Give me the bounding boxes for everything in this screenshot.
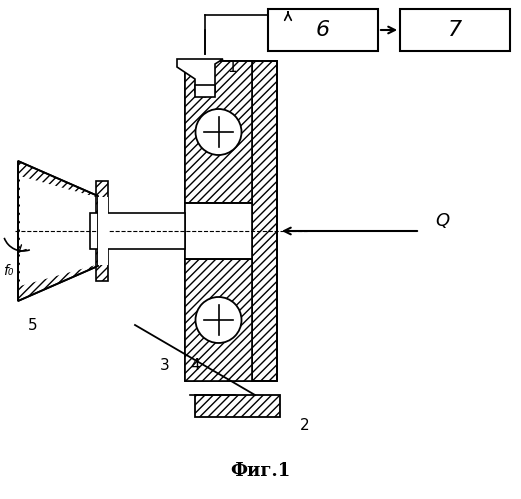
Text: 7: 7 — [448, 20, 462, 40]
Text: 4: 4 — [190, 357, 200, 372]
Bar — [185, 203, 252, 259]
Bar — [96, 181, 108, 281]
Text: 3: 3 — [160, 357, 170, 372]
Text: f₀: f₀ — [3, 264, 13, 278]
Bar — [268, 9, 378, 51]
Circle shape — [195, 109, 242, 155]
Polygon shape — [177, 59, 223, 97]
Text: 2: 2 — [300, 419, 309, 434]
Bar — [195, 85, 215, 97]
Text: 6: 6 — [316, 20, 330, 40]
Bar — [90, 213, 185, 249]
Polygon shape — [18, 161, 98, 301]
Text: 1: 1 — [227, 59, 237, 74]
Text: Q: Q — [435, 212, 449, 230]
Text: Фиг.1: Фиг.1 — [230, 462, 290, 480]
Bar — [252, 61, 277, 381]
Bar — [98, 197, 108, 265]
Polygon shape — [20, 176, 96, 286]
Text: 5: 5 — [28, 318, 38, 333]
Bar — [253, 62, 276, 380]
Bar — [252, 61, 277, 381]
Bar — [400, 9, 510, 51]
Bar — [195, 395, 280, 417]
Bar — [185, 259, 252, 381]
Bar — [185, 61, 252, 381]
Circle shape — [195, 297, 242, 343]
Bar — [185, 61, 252, 203]
